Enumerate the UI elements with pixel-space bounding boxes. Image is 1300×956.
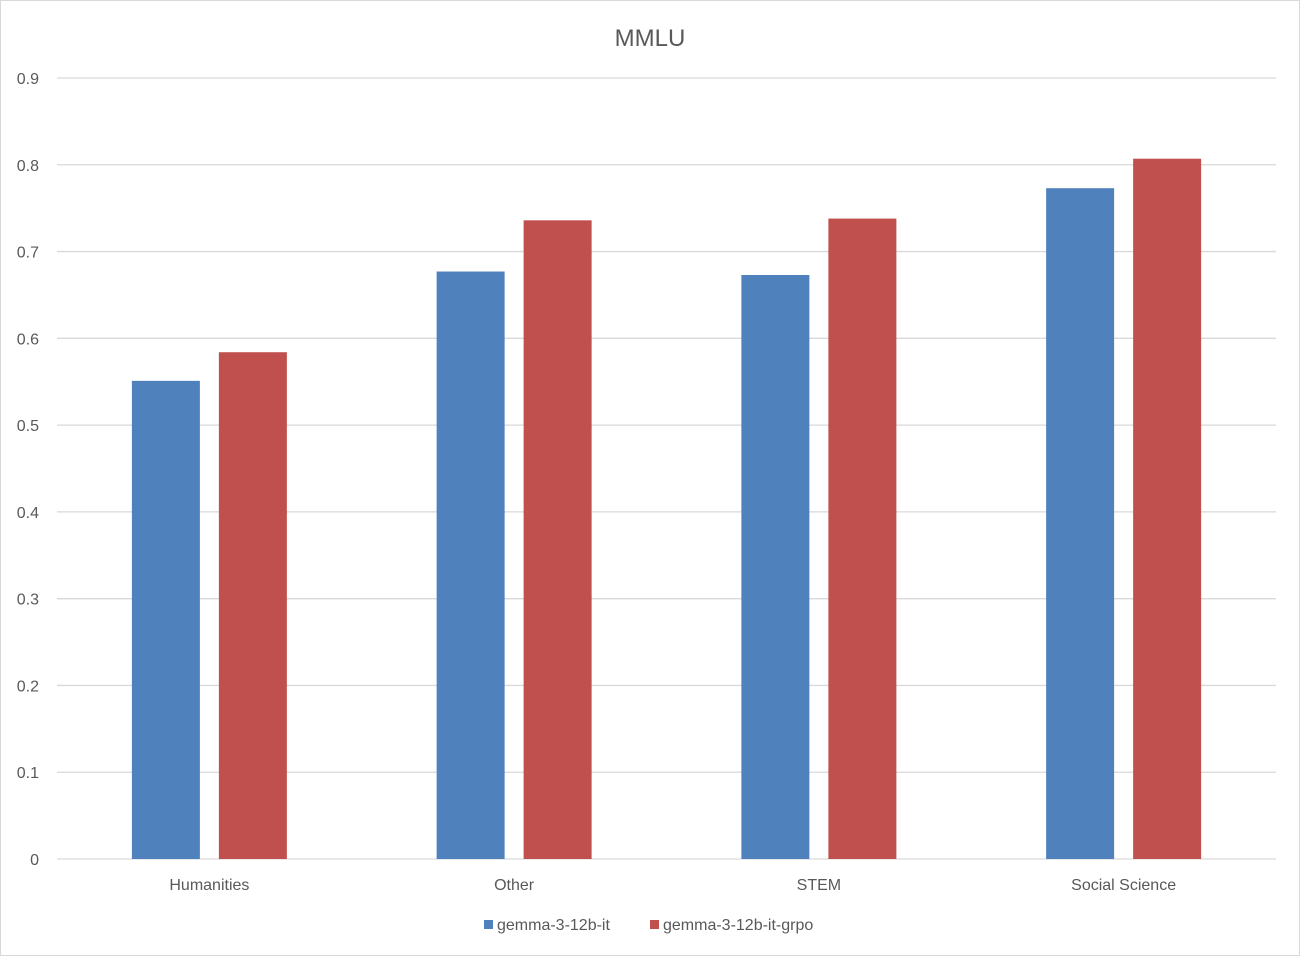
legend-label: gemma-3-12b-it bbox=[497, 917, 610, 934]
x-axis-ticks: Humanities Other STEM Social Science bbox=[169, 877, 1176, 894]
y-tick-label: 0.4 bbox=[17, 505, 39, 522]
legend-label: gemma-3-12b-it-grpo bbox=[663, 917, 813, 934]
bar-humanities-gemma-3-12b-it-grpo bbox=[218, 352, 287, 859]
y-tick-label: 0.9 bbox=[17, 71, 39, 88]
x-tick-label: Social Science bbox=[1071, 877, 1176, 894]
legend-swatch bbox=[484, 920, 493, 929]
bar-stem-gemma-3-12b-it bbox=[741, 274, 810, 859]
y-tick-label: 0.7 bbox=[17, 245, 39, 262]
bar-other-gemma-3-12b-it-grpo bbox=[523, 220, 592, 859]
legend-swatch bbox=[650, 920, 659, 929]
x-tick-label: Other bbox=[494, 877, 535, 894]
y-tick-label: 0.3 bbox=[17, 592, 39, 609]
bars bbox=[131, 158, 1202, 860]
legend: gemma-3-12b-it gemma-3-12b-it-grpo bbox=[484, 917, 813, 934]
bar-other-gemma-3-12b-it bbox=[436, 271, 505, 860]
y-tick-label: 0 bbox=[30, 852, 39, 869]
x-tick-label: STEM bbox=[797, 877, 841, 894]
y-tick-label: 0.2 bbox=[17, 678, 39, 695]
bar-stem-gemma-3-12b-it-grpo bbox=[828, 218, 897, 859]
bar-social-science-gemma-3-12b-it bbox=[1046, 188, 1115, 860]
y-tick-label: 0.1 bbox=[17, 765, 39, 782]
y-tick-label: 0.6 bbox=[17, 331, 39, 348]
x-tick-label: Humanities bbox=[169, 877, 249, 894]
chart-title: MMLU bbox=[615, 25, 686, 52]
bar-humanities-gemma-3-12b-it bbox=[131, 380, 200, 859]
bar-social-science-gemma-3-12b-it-grpo bbox=[1133, 158, 1202, 859]
y-tick-label: 0.8 bbox=[17, 158, 39, 175]
y-axis-ticks: 0 0.1 0.2 0.3 0.4 0.5 0.6 0.7 0.8 0.9 bbox=[17, 71, 39, 869]
y-tick-label: 0.5 bbox=[17, 418, 39, 435]
